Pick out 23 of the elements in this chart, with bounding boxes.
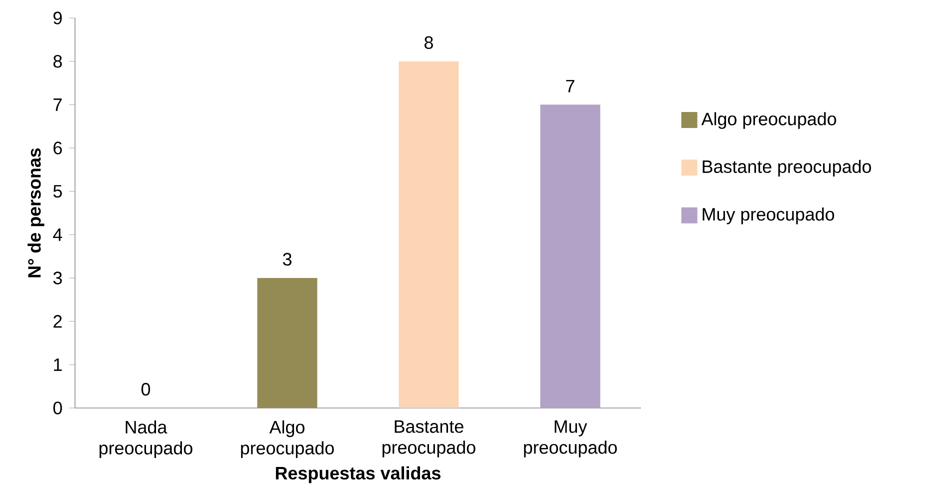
y-tick-label: 0 — [53, 402, 62, 414]
legend-label: Bastante preocupado — [702, 160, 872, 177]
y-tick-label: 7 — [54, 98, 62, 111]
x-tick-label: Algo preocupado — [241, 420, 334, 458]
legend-label: Muy preocupado — [702, 207, 834, 224]
data-label: 8 — [424, 36, 433, 49]
x-tick-label: Nada preocupado — [100, 420, 192, 458]
data-label: 7 — [566, 80, 574, 92]
x-tick-label: Muy preocupado — [524, 420, 617, 458]
x-tick-label: Bastante preocupado — [382, 420, 476, 458]
y-tick-label: 4 — [53, 228, 62, 241]
y-axis-title: N° de personas — [28, 148, 44, 278]
y-tick-label: 6 — [54, 142, 62, 154]
y-tick-label: 2 — [54, 315, 62, 328]
y-tick-label: 8 — [53, 54, 62, 68]
data-label: 3 — [282, 252, 292, 266]
y-tick-label: 1 — [54, 358, 62, 371]
y-tick-label: 9 — [54, 12, 62, 24]
legend-label: Algo preocupado — [701, 112, 836, 129]
data-label: 0 — [141, 382, 150, 396]
x-axis-title: Respuestas validas — [276, 466, 440, 484]
y-tick-label: 5 — [53, 185, 62, 198]
y-tick-label: 3 — [53, 272, 62, 284]
